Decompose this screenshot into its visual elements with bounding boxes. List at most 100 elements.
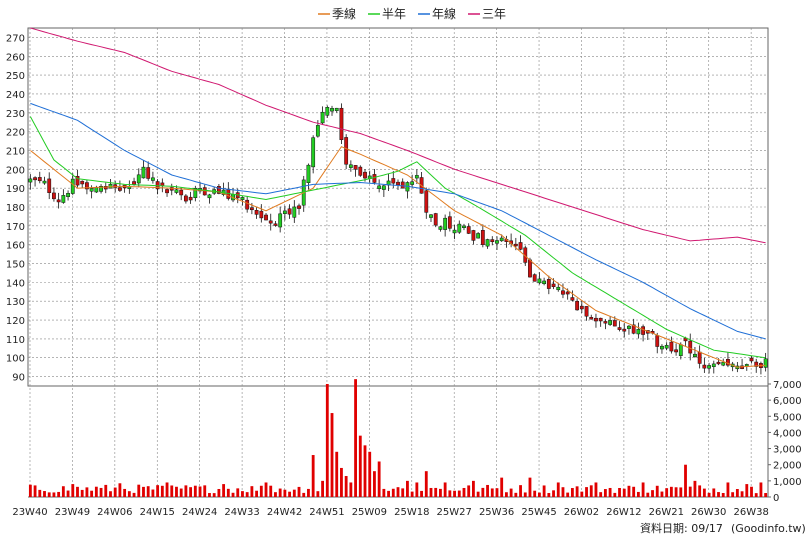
candle-body-6 — [56, 199, 61, 203]
volume-bar-142 — [698, 485, 702, 497]
candle-body-53 — [278, 213, 283, 228]
candle-11 — [80, 180, 85, 189]
candle-73 — [372, 168, 377, 185]
candle-104 — [518, 235, 523, 251]
candle-145 — [711, 360, 716, 374]
candle-body-35 — [193, 187, 198, 198]
volume-tick-6000: 6,000 — [773, 396, 802, 407]
volume-bar-147 — [721, 493, 725, 497]
candle-129 — [636, 322, 641, 339]
candle-body-94 — [471, 230, 476, 241]
volume-bar-151 — [740, 491, 744, 497]
candle-body-113 — [561, 290, 565, 295]
price-tick-220: 220 — [6, 128, 25, 139]
candle-122 — [603, 319, 608, 330]
volume-bar-108 — [537, 492, 541, 497]
volume-bar-20 — [123, 488, 127, 497]
candle-body-119 — [589, 317, 594, 320]
price-tick-120: 120 — [6, 316, 25, 327]
candle-body-136 — [669, 341, 674, 352]
price-tick-170: 170 — [6, 222, 25, 233]
volume-bar-91 — [457, 490, 461, 497]
candle-57 — [297, 203, 301, 215]
volume-bar-15 — [99, 487, 103, 497]
candle-body-87 — [438, 226, 443, 230]
volume-bar-120 — [594, 482, 598, 497]
legend-item-1: 季線 — [318, 6, 356, 21]
candle-74 — [377, 179, 382, 193]
candle-body-121 — [598, 317, 603, 322]
price-grid — [28, 37, 768, 377]
candle-134 — [660, 344, 664, 354]
volume-bar-87 — [439, 488, 442, 497]
volume-bar-23 — [137, 484, 141, 497]
candle-12 — [85, 179, 89, 195]
candle-body-115 — [570, 297, 575, 301]
volume-bar-39 — [212, 493, 216, 497]
candle-body-64 — [330, 108, 334, 112]
candle-body-156 — [763, 358, 768, 368]
volume-bar-60 — [311, 455, 315, 497]
volume-bar-59 — [307, 488, 310, 497]
candle-body-103 — [513, 243, 518, 247]
candle-body-16 — [103, 186, 108, 190]
volume-tick-2000: 2,000 — [773, 461, 802, 472]
candle-144 — [707, 362, 711, 374]
volume-bar-130 — [641, 482, 645, 497]
candle-126 — [622, 323, 627, 338]
volume-panel: 0 1,000 2,000 3,000 4,000 5,000 6,000 7,000 — [28, 378, 802, 504]
volume-bar-57 — [297, 486, 301, 497]
candle-body-15 — [99, 186, 103, 192]
candle-75 — [381, 184, 386, 197]
candle-body-19 — [118, 187, 122, 191]
volume-bar-27 — [156, 485, 160, 497]
volume-bar-48 — [255, 490, 259, 497]
candle-body-110 — [546, 279, 551, 289]
volume-bar-21 — [127, 491, 131, 497]
candle-93 — [466, 223, 471, 235]
candle-85 — [429, 214, 433, 222]
volume-bar-117 — [580, 491, 584, 497]
candle-body-59 — [306, 164, 311, 184]
candle-body-126 — [622, 328, 627, 332]
candle-body-66 — [339, 107, 344, 141]
candle-body-62 — [320, 111, 325, 124]
candle-body-82 — [414, 175, 419, 179]
candle-87 — [438, 225, 443, 232]
candle-95 — [476, 232, 481, 239]
volume-bar-109 — [542, 485, 546, 497]
volume-bar-35 — [193, 485, 197, 497]
volume-bar-69 — [354, 379, 357, 497]
candle-body-112 — [556, 286, 561, 291]
candle-128 — [631, 318, 636, 335]
volume-bar-106 — [528, 477, 532, 497]
candle-body-91 — [457, 223, 462, 233]
volume-bar-76 — [387, 490, 390, 497]
candle-body-79 — [400, 181, 405, 189]
volume-bar-42 — [226, 488, 230, 497]
volume-bar-145 — [712, 488, 716, 497]
x-tick-23W40: 23W40 — [12, 507, 47, 518]
candle-84 — [424, 187, 429, 219]
volume-bar-55 — [288, 491, 292, 497]
volume-bar-96 — [481, 487, 485, 497]
candle-body-63 — [325, 107, 330, 116]
x-tick-24W24: 24W24 — [182, 507, 217, 518]
candle-body-100 — [499, 237, 504, 242]
price-tick-190: 190 — [6, 184, 25, 195]
volume-bar-99 — [495, 488, 499, 497]
candle-60 — [311, 135, 316, 174]
candle-5 — [52, 187, 56, 202]
volume-bar-25 — [146, 486, 150, 497]
volume-bar-17 — [109, 491, 112, 497]
candle-body-147 — [721, 362, 726, 366]
volume-bar-143 — [702, 488, 706, 497]
volume-bar-22 — [132, 492, 136, 497]
volume-bar-49 — [259, 485, 263, 497]
volume-bar-133 — [655, 485, 659, 497]
volume-bar-94 — [472, 480, 475, 497]
candle-109 — [542, 277, 547, 286]
volume-bar-127 — [627, 485, 631, 497]
price-tick-200: 200 — [6, 165, 25, 176]
